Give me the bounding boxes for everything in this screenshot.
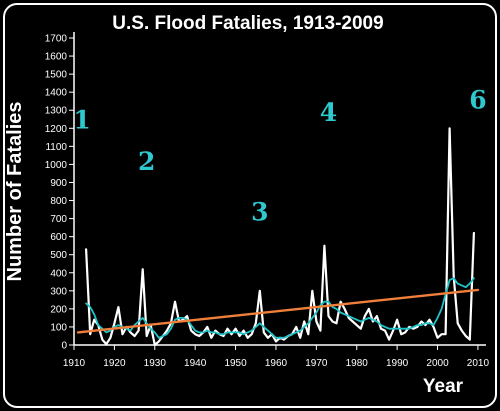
y-tick-label: 700 bbox=[50, 214, 67, 225]
x-tick-label: 1930 bbox=[144, 358, 167, 369]
y-tick-label: 300 bbox=[50, 286, 67, 297]
chart-frame bbox=[3, 3, 497, 408]
x-tick-label: 1950 bbox=[224, 358, 247, 369]
y-tick-label: 100 bbox=[50, 322, 67, 333]
peak-annotation: 3 bbox=[251, 197, 268, 226]
y-tick-label: 1300 bbox=[45, 106, 68, 117]
y-tick-label: 1000 bbox=[45, 160, 68, 171]
peak-annotation: 6 bbox=[469, 85, 486, 114]
x-tick-label: 2000 bbox=[426, 358, 449, 369]
y-tick-label: 1700 bbox=[45, 34, 68, 45]
annotations: 123456 bbox=[73, 85, 486, 226]
y-tick-label: 1600 bbox=[45, 52, 68, 63]
y-tick-label: 0 bbox=[61, 341, 67, 352]
x-tick-label: 1910 bbox=[63, 358, 86, 369]
x-tick-label: 2010 bbox=[467, 358, 490, 369]
y-axis-ticks: 0 100 200 300 400 500 600 700 800 900 1000 1100 1200… bbox=[45, 34, 74, 352]
plot-lines bbox=[76, 127, 480, 347]
y-tick-label: 1200 bbox=[45, 124, 68, 135]
y-tick-label: 1500 bbox=[45, 70, 68, 81]
y-tick-label: 600 bbox=[50, 232, 67, 243]
x-axis-ticks: 1910 1920 1930 1940 1950 1960 1970 1980 1990 2000… bbox=[63, 345, 490, 369]
y-tick-label: 900 bbox=[50, 178, 67, 189]
moving-average-series-line bbox=[85, 277, 475, 339]
y-tick-label: 500 bbox=[50, 250, 67, 261]
y-tick-label: 200 bbox=[50, 304, 67, 315]
peak-annotation: 2 bbox=[138, 147, 155, 176]
axes bbox=[73, 32, 486, 346]
y-tick-label: 400 bbox=[50, 268, 67, 279]
x-tick-label: 1960 bbox=[265, 358, 288, 369]
peak-annotation: 1 bbox=[73, 105, 90, 134]
x-axis-label: Year bbox=[423, 376, 464, 397]
x-tick-label: 1970 bbox=[305, 358, 328, 369]
x-tick-label: 1920 bbox=[103, 358, 126, 369]
y-axis-label: Number of Fatalies bbox=[4, 101, 26, 281]
y-tick-label: 1400 bbox=[45, 88, 68, 99]
x-tick-label: 1940 bbox=[184, 358, 207, 369]
y-tick-label: 1100 bbox=[45, 142, 67, 153]
x-tick-label: 1990 bbox=[386, 358, 409, 369]
trend-series-line bbox=[76, 288, 480, 334]
chart-title: U.S. Flood Fatalies, 1913-2009 bbox=[112, 13, 383, 34]
y-tick-label: 800 bbox=[50, 196, 67, 207]
peak-annotation: 4 bbox=[320, 98, 337, 127]
x-tick-label: 1980 bbox=[346, 358, 369, 369]
